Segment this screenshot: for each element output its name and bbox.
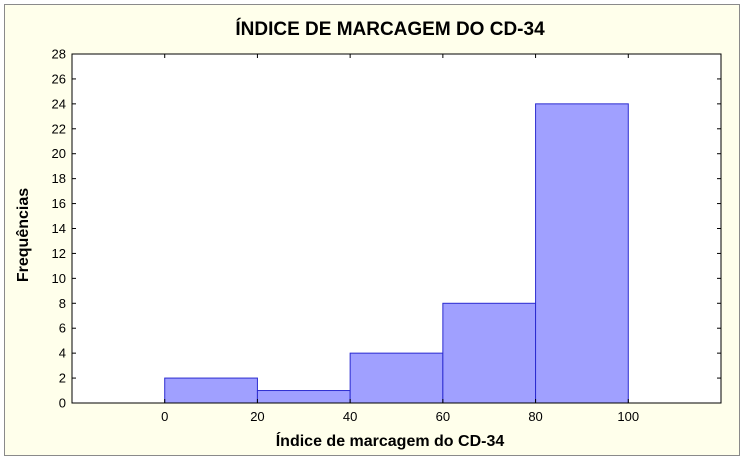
- y-tick-label-12: 12: [52, 246, 66, 261]
- y-tick-label-22: 22: [52, 121, 66, 136]
- y-tick-label-2: 2: [59, 371, 66, 386]
- histogram-bar-3: [442, 302, 537, 404]
- y-tick-label-28: 28: [52, 47, 66, 62]
- x-axis-label: Índice de marcagem do CD-34: [276, 431, 505, 450]
- y-tick-label-0: 0: [59, 396, 66, 411]
- histogram-bar-2: [349, 352, 444, 404]
- x-tick-label-40: 40: [343, 409, 357, 424]
- x-tick-label-100: 100: [617, 409, 639, 424]
- histogram-bar-4: [535, 103, 629, 404]
- y-tick-label-18: 18: [52, 171, 66, 186]
- x-tick-label-60: 60: [436, 409, 450, 424]
- y-tick-label-24: 24: [52, 96, 66, 111]
- histogram-bar-0: [164, 377, 258, 404]
- y-axis-label: Frequências: [15, 188, 32, 282]
- y-tick-label-6: 6: [59, 321, 66, 336]
- chart-frame: ÍNDICE DE MARCAGEM DO CD-34 0 2 4 6 8 10 12 14 1…: [4, 4, 740, 456]
- y-tick-label-4: 4: [59, 346, 66, 361]
- histogram-chart: ÍNDICE DE MARCAGEM DO CD-34 024681012141…: [15, 18, 722, 450]
- y-tick-label-16: 16: [52, 196, 66, 211]
- y-tick-label-14: 14: [52, 221, 66, 236]
- x-tick-label-80: 80: [528, 409, 542, 424]
- x-tick-label-0: 0: [161, 409, 168, 424]
- y-tick-label-20: 20: [52, 146, 66, 161]
- chart-title: ÍNDICE DE MARCAGEM DO CD-34: [235, 18, 545, 40]
- y-tick-label-10: 10: [52, 271, 66, 286]
- x-tick-label-20: 20: [250, 409, 264, 424]
- y-tick-label-8: 8: [59, 296, 66, 311]
- histogram-bar-1: [256, 390, 351, 404]
- histogram-bars: [164, 103, 629, 404]
- y-tick-label-26: 26: [52, 71, 66, 86]
